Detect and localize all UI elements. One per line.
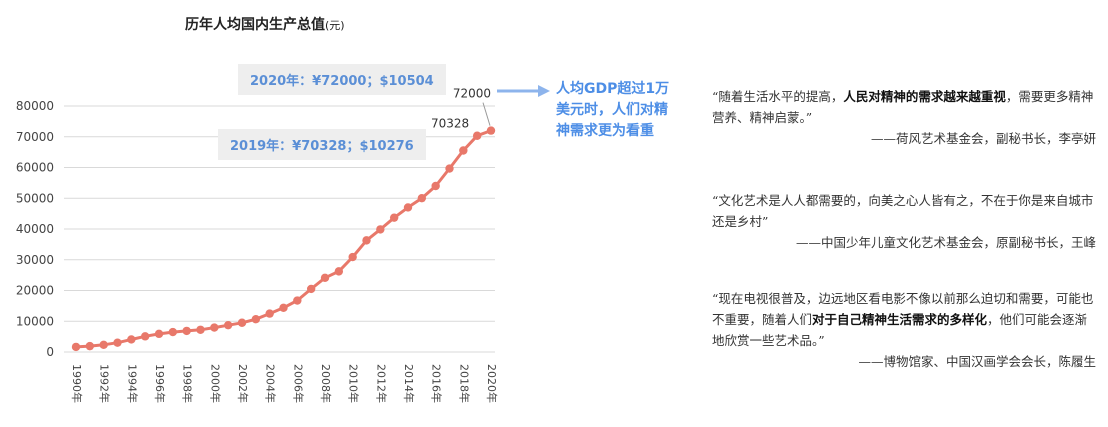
data-point: [71, 342, 81, 352]
quote-3: “现在电视很普及，边远地区看电影不像以前那么迫切和需要，可能也不重要，随着人们对…: [712, 288, 1096, 372]
data-point: [362, 236, 371, 245]
emphasis-text: 人均GDP超过1万 美元时，人们对精 神需求更为看重: [556, 79, 696, 142]
data-point: [417, 193, 427, 203]
data-point: [472, 131, 482, 140]
x-tick-label: 2012年: [374, 364, 388, 403]
emphasis-line-1: 人均GDP超过1万: [556, 81, 670, 97]
y-tick-label: 30000: [16, 253, 54, 267]
chart-title: 历年人均国内生产总值(元): [185, 17, 345, 33]
data-point: [306, 284, 316, 294]
y-tick-label: 80000: [16, 99, 54, 113]
x-tick-label: 1992年: [98, 364, 112, 403]
data-point: [168, 327, 178, 337]
data-point: [223, 320, 233, 330]
x-tick-label: 1996年: [153, 364, 167, 403]
x-tick-label: 2016年: [430, 364, 444, 403]
x-tick-label: 2020年: [485, 364, 499, 403]
x-tick-label: 2004年: [264, 364, 278, 403]
y-tick-label: 70000: [16, 130, 54, 144]
x-tick-label: 2006年: [291, 364, 305, 403]
data-label: 72000: [453, 87, 491, 101]
data-point: [99, 340, 108, 350]
y-tick-label: 40000: [16, 222, 54, 236]
data-label: 70328: [431, 117, 469, 131]
x-tick-label: 1998年: [181, 364, 195, 403]
quote-1-source: ——荷风艺术基金会，副秘书长，李亭妍: [870, 131, 1096, 146]
data-point: [140, 332, 150, 341]
series-line: [75, 129, 492, 349]
quote-3-source: ——博物馆家、中国汉画学会会长，陈履生: [858, 354, 1096, 369]
data-point: [431, 181, 440, 191]
data-point: [113, 338, 122, 347]
x-tick-label: 1990年: [70, 364, 84, 403]
callout-2019: 2019年：¥70328；$10276: [218, 129, 426, 160]
data-point: [445, 164, 454, 173]
data-point: [389, 213, 399, 222]
data-point: [127, 335, 136, 344]
data-point: [293, 296, 302, 305]
data-point: [459, 146, 468, 155]
x-tick-label: 2018年: [457, 364, 471, 403]
x-tick-label: 1994年: [125, 364, 139, 403]
leader-line: [482, 102, 491, 126]
x-tick-label: 2010年: [347, 364, 361, 403]
data-point: [182, 326, 191, 336]
x-tick-label: 2014年: [402, 364, 416, 403]
data-point: [348, 252, 357, 262]
data-point: [376, 225, 385, 234]
emphasis-line-2: 美元时，人们对精: [556, 102, 668, 118]
x-tick-label: 2002年: [236, 364, 250, 403]
quote-2-source: ——中国少年儿童文化艺术基金会，原副秘书长，王峰: [795, 235, 1096, 250]
y-tick-label: 0: [46, 345, 54, 359]
data-point: [334, 267, 344, 276]
data-point: [154, 329, 164, 339]
quote-3-text: “现在电视很普及，边远地区看电影不像以前那么迫切和需要，可能也不重要，随着人们对…: [712, 291, 1094, 348]
y-tick-label: 50000: [16, 191, 54, 205]
data-point: [265, 309, 274, 318]
data-point: [320, 273, 330, 283]
data-point: [251, 314, 261, 324]
y-tick-label: 10000: [16, 314, 54, 328]
quote-2-text: “文化艺术是人人都需要的，向美之心人皆有之，不在于你是来自城市还是乡村”: [712, 193, 1094, 229]
emphasis-line-3: 神需求更为看重: [556, 123, 654, 139]
data-point: [210, 323, 219, 332]
quote-1: “随着生活水平的提高，人民对精神的需求越来越重视，需要更多精神营养、精神启蒙。”…: [712, 86, 1096, 149]
x-tick-label: 2000年: [208, 364, 222, 403]
quote-1-text: “随着生活水平的提高，人民对精神的需求越来越重视，需要更多精神营养、精神启蒙。”: [712, 89, 1094, 125]
quote-2: “文化艺术是人人都需要的，向美之心人皆有之，不在于你是来自城市还是乡村” ——中…: [712, 190, 1096, 253]
data-point: [279, 303, 288, 313]
data-point: [237, 318, 247, 327]
data-point: [486, 126, 496, 135]
y-tick-label: 60000: [16, 161, 54, 175]
y-tick-label: 20000: [16, 284, 54, 298]
data-point: [85, 341, 95, 351]
data-point: [196, 325, 205, 334]
x-tick-label: 2008年: [319, 364, 333, 403]
callout-2020: 2020年：¥72000；$10504: [238, 64, 446, 95]
data-point: [403, 203, 413, 212]
arrow-head-icon: [538, 85, 550, 97]
